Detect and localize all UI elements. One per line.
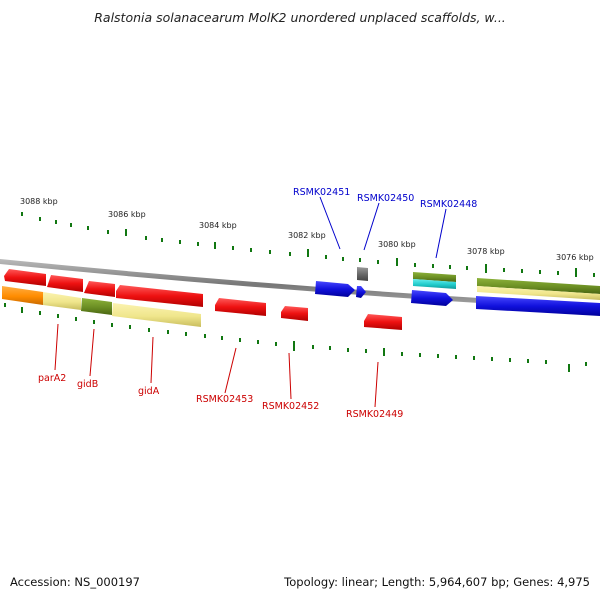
- gene-feature[interactable]: [477, 278, 600, 294]
- lower-scale-ticks: [4, 303, 587, 372]
- gene-label-gidb[interactable]: gidB: [77, 379, 98, 390]
- gene-feature[interactable]: [112, 303, 201, 327]
- gene-feature[interactable]: [411, 290, 453, 306]
- scale-label-3076: 3076 kbp: [556, 253, 594, 262]
- scale-label-3082: 3082 kbp: [288, 231, 326, 240]
- gene-feature[interactable]: [477, 286, 600, 300]
- gene-feature[interactable]: [281, 306, 308, 321]
- scale-label-3088: 3088 kbp: [20, 197, 58, 206]
- gene-label-gida[interactable]: gidA: [138, 386, 160, 397]
- gene-feature[interactable]: [364, 314, 402, 330]
- gene-label-rsmk02448[interactable]: RSMK02448: [420, 199, 477, 210]
- gene-feature[interactable]: [4, 269, 46, 286]
- label-leader-lines: [54, 196, 447, 408]
- gene-label-rsmk02453[interactable]: RSMK02453: [196, 394, 253, 405]
- gene-feature[interactable]: [43, 292, 81, 310]
- gene-feature[interactable]: [215, 298, 266, 316]
- page-title: Ralstonia solanacearum MolK2 unordered u…: [94, 10, 506, 25]
- topology-summary: Topology: linear; Length: 5,964,607 bp; …: [284, 575, 590, 589]
- accession-text: Accession: NS_000197: [10, 575, 140, 589]
- gene-label-rsmk02449[interactable]: RSMK02449: [346, 409, 403, 420]
- gene-feature[interactable]: [47, 275, 83, 292]
- scale-label-3084: 3084 kbp: [199, 221, 237, 230]
- gene-feature[interactable]: [413, 279, 456, 289]
- scale-label-3086: 3086 kbp: [108, 210, 146, 219]
- gene-feature[interactable]: [357, 267, 368, 281]
- gene-label-rsmk02451[interactable]: RSMK02451: [293, 187, 350, 198]
- scale-label-3078: 3078 kbp: [467, 247, 505, 256]
- gene-feature[interactable]: [84, 281, 115, 297]
- gene-feature[interactable]: [476, 296, 600, 316]
- gene-feature[interactable]: [356, 286, 366, 298]
- gene-feature[interactable]: [413, 272, 456, 282]
- upper-scale-ticks: [21, 212, 595, 277]
- gene-feature[interactable]: [81, 298, 112, 315]
- gene-label-para2[interactable]: parA2: [38, 373, 66, 384]
- gene-label-rsmk02450[interactable]: RSMK02450: [357, 193, 414, 204]
- scale-label-3080: 3080 kbp: [378, 240, 416, 249]
- gene-feature[interactable]: [2, 286, 43, 305]
- gene-feature[interactable]: [116, 285, 203, 307]
- gene-label-rsmk02452[interactable]: RSMK02452: [262, 401, 319, 412]
- gene-feature[interactable]: [315, 281, 355, 297]
